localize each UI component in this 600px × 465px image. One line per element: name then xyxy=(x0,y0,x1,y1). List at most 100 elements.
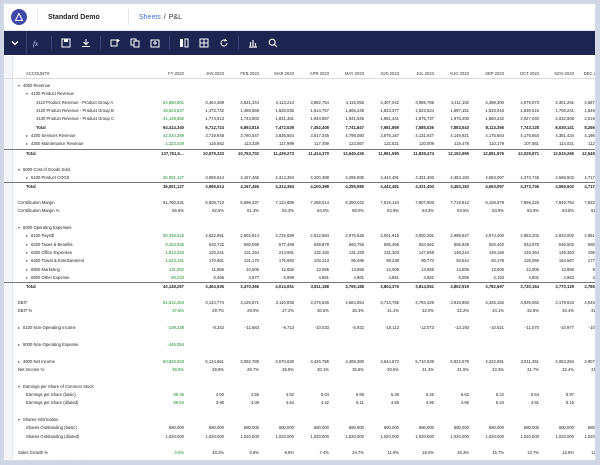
table-cell[interactable]: 84,178 xyxy=(491,258,504,264)
table-cell[interactable]: -10,977 xyxy=(559,325,574,331)
table-row[interactable]: EBIT % 37.5% 29.7% 29.0% 27.2% 30.5% 36.3% 31.1… xyxy=(4,307,595,315)
table-cell[interactable]: 4,881 xyxy=(318,275,329,281)
table-cell[interactable]: 28.8% xyxy=(282,366,294,372)
table-cell[interactable]: 1,020,000 xyxy=(584,433,596,439)
table-cell[interactable]: 15.3% xyxy=(457,450,469,456)
table-cell[interactable]: 4,167,465 xyxy=(240,174,259,180)
table-cell[interactable]: 4.55 xyxy=(250,391,259,397)
table-cell[interactable]: 3,125,871 xyxy=(240,300,259,306)
table-cell[interactable]: 13,605 xyxy=(491,266,504,272)
table-row[interactable]: ▸ 4300 Maintenance Revenue 1,323,029 116,65… xyxy=(4,140,595,148)
expanded-caret-icon[interactable]: ▾ xyxy=(18,417,21,422)
table-cell[interactable]: 113,339 xyxy=(244,141,259,147)
table-cell[interactable]: 7,981,869 xyxy=(380,124,399,130)
table-cell[interactable]: 122,521 xyxy=(383,141,399,147)
table-cell[interactable]: 3,793,429 xyxy=(415,300,434,306)
period-header[interactable]: MAR 2023 xyxy=(274,71,294,76)
table-cell[interactable]: 2,933,002 xyxy=(555,233,574,239)
table-cell[interactable]: 2,974,400 xyxy=(485,233,504,239)
table-cell[interactable]: 4,981 xyxy=(353,275,364,281)
table-cell[interactable]: 4,179,634 xyxy=(555,300,574,306)
app-logo-icon[interactable] xyxy=(11,9,27,25)
table-cell[interactable]: 4,314,384 xyxy=(275,184,294,190)
table-cell[interactable]: 5.83 xyxy=(570,391,596,399)
table-cell[interactable]: 103,213 xyxy=(313,258,329,264)
table-cell[interactable]: 32.2% xyxy=(457,308,469,314)
table-cell[interactable]: 4,717,252 xyxy=(584,184,596,190)
table-cell[interactable]: 16.0% xyxy=(422,450,434,456)
table-cell[interactable]: 1,020,000 xyxy=(380,433,399,439)
table-cell[interactable]: 31.3% xyxy=(422,366,434,372)
period-header[interactable]: MAY 2023 xyxy=(344,71,364,76)
table-cell[interactable]: 18,623,647 xyxy=(163,108,184,114)
table-cell[interactable]: 131,170 xyxy=(243,258,259,264)
table-cell[interactable]: 54,650,801 xyxy=(163,99,184,105)
table-cell[interactable]: -8,343 xyxy=(212,325,224,331)
table-cell[interactable]: 37.5% xyxy=(172,308,184,314)
period-header[interactable]: FEB 2023 xyxy=(240,71,259,76)
table-cell[interactable]: -10,977 xyxy=(588,325,595,331)
table-cell[interactable]: -10,621 xyxy=(489,325,504,331)
table-cell[interactable]: 4,373,746 xyxy=(520,174,539,180)
table-row[interactable]: ▾ 4100 Product Revenue xyxy=(4,90,595,98)
table-cell[interactable]: 2,019,833 xyxy=(584,116,596,122)
collapsed-caret-icon[interactable]: ▸ xyxy=(26,241,29,247)
table-cell[interactable]: 125,056 xyxy=(523,258,539,264)
table-cell[interactable]: 3,464,936 xyxy=(205,284,224,290)
table-cell[interactable]: 3,926,062 xyxy=(520,300,539,306)
columns-icon[interactable] xyxy=(174,31,194,55)
accounts-header[interactable]: ACCOUNTS xyxy=(26,71,50,76)
table-cell[interactable]: 131,082 xyxy=(168,266,184,272)
table-cell[interactable]: 3,985,765 xyxy=(415,99,434,105)
table-cell[interactable]: 6,863,815 xyxy=(240,124,259,130)
table-cell[interactable]: 1,528,035 xyxy=(275,108,294,114)
table-cell[interactable]: 680,000 xyxy=(453,425,469,431)
table-cell[interactable]: 8,256,146 xyxy=(584,124,596,130)
table-cell[interactable]: 66.6% xyxy=(172,208,184,214)
table-cell[interactable]: 5.62 xyxy=(460,391,469,397)
table-cell[interactable]: 7,719,812 xyxy=(450,199,469,205)
table-cell[interactable]: 0.0% xyxy=(174,450,184,456)
table-cell[interactable]: 577,468 xyxy=(278,241,294,247)
table-cell[interactable]: 107,561 xyxy=(523,141,539,147)
table-cell[interactable]: 4,100,388 xyxy=(310,174,329,180)
table-cell[interactable]: 4,442,481 xyxy=(380,174,399,180)
table-cell[interactable]: 99,236 xyxy=(386,258,399,264)
table-cell[interactable]: 6,183,935 xyxy=(165,241,184,247)
table-cell[interactable]: 4,045,465 xyxy=(584,300,596,306)
table-cell[interactable]: 5,465 xyxy=(213,275,224,281)
table-cell[interactable]: 680,000 xyxy=(523,425,539,431)
table-cell[interactable]: 1,706,241 xyxy=(555,108,574,114)
export-icon[interactable] xyxy=(145,31,165,55)
table-cell[interactable]: 13.8% xyxy=(562,450,574,456)
table-cell[interactable]: 555,466 xyxy=(383,241,399,247)
table-cell[interactable]: 4,581 xyxy=(423,275,434,281)
table-cell[interactable]: 5,710,939 xyxy=(415,358,434,364)
table-cell[interactable]: 149,244 xyxy=(453,250,469,255)
table-row[interactable]: 4120 Product Revenue - Product Group B 18… xyxy=(4,107,595,115)
table-cell[interactable]: 4.60 xyxy=(215,391,224,397)
grid-icon[interactable] xyxy=(194,31,214,55)
table-cell[interactable]: 1,020,000 xyxy=(520,433,539,439)
table-cell[interactable]: 28.7% xyxy=(247,366,259,372)
table-cell[interactable]: 1,649,974 xyxy=(584,108,596,114)
table-cell[interactable]: 3,782,697 xyxy=(485,284,504,290)
fx-icon[interactable]: fx xyxy=(27,31,47,55)
table-cell[interactable]: 1,981,441 xyxy=(380,116,399,122)
breadcrumb-sheets-link[interactable]: Sheets xyxy=(139,13,161,21)
table-row[interactable]: ▸ 6400 Travel & Entertainment 1,623,151 170… xyxy=(4,257,595,265)
table-cell[interactable]: 4,295,985 xyxy=(345,184,364,190)
table-cell[interactable]: 31.5% xyxy=(457,366,469,372)
table-row[interactable]: ▸ 5100 Product COGS 36,001,127 3,969,614 4,1… xyxy=(4,174,595,182)
table-cell[interactable]: 3,476,846 xyxy=(310,300,329,306)
table-cell[interactable]: 2,193 xyxy=(493,275,504,281)
table-cell[interactable]: 3,770,129 xyxy=(555,284,574,290)
table-cell[interactable]: 8,108,879 xyxy=(485,199,504,205)
period-header[interactable]: AUG 2023 xyxy=(449,71,469,76)
table-cell[interactable]: 64.0% xyxy=(317,208,329,214)
table-row[interactable]: ▸ 6300 Office Expenses 1,813,263 120,241 131… xyxy=(4,249,595,257)
table-cell[interactable]: 1,020,000 xyxy=(165,433,184,439)
table-cell[interactable]: 51,612,264 xyxy=(163,300,184,306)
table-cell[interactable]: 0.8% xyxy=(249,450,259,456)
table-cell[interactable]: 30.5% xyxy=(317,308,329,314)
